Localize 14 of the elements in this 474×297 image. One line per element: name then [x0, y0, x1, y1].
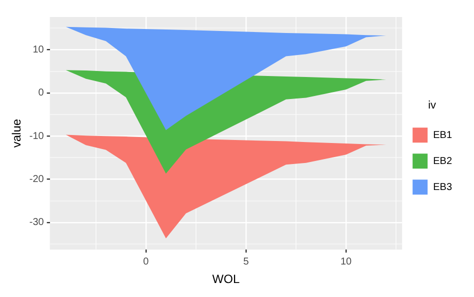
y-tick-label: -10 [29, 130, 44, 142]
y-tick-label: -20 [29, 174, 44, 186]
y-tick-label: -30 [29, 217, 44, 228]
x-tick-label: 5 [243, 256, 250, 268]
x-axis-title: WOL [212, 272, 240, 286]
x-tick-label: 10 [340, 256, 352, 268]
x-tick-label: 0 [143, 256, 150, 268]
legend-title: iv [428, 99, 437, 112]
y-axis-title: value [10, 118, 24, 148]
legend-label: EB2 [433, 156, 452, 167]
y-tick-label: 0 [38, 88, 44, 99]
legend-label: EB3 [433, 182, 452, 193]
legend-label: EB1 [433, 130, 452, 141]
y-tick-label: 10 [32, 44, 44, 56]
